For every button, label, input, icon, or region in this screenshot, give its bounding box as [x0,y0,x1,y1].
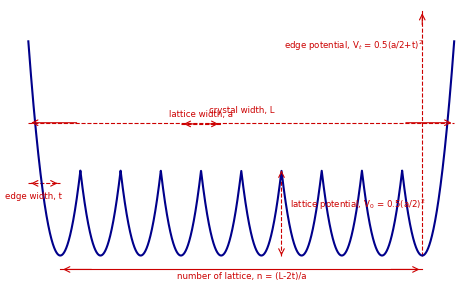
Text: crystal width, L: crystal width, L [209,106,274,115]
Text: lattice width, a: lattice width, a [169,110,233,118]
Text: edge potential, V$_t$ = 0.5(a/2+t)$^2$: edge potential, V$_t$ = 0.5(a/2+t)$^2$ [284,39,423,53]
Text: number of lattice, n = (L-2t)/a: number of lattice, n = (L-2t)/a [176,272,306,281]
Text: edge width, t: edge width, t [5,192,62,201]
Text: lattice potential, V$_0$ = 0.5(a/2)$^2$: lattice potential, V$_0$ = 0.5(a/2)$^2$ [290,197,426,212]
